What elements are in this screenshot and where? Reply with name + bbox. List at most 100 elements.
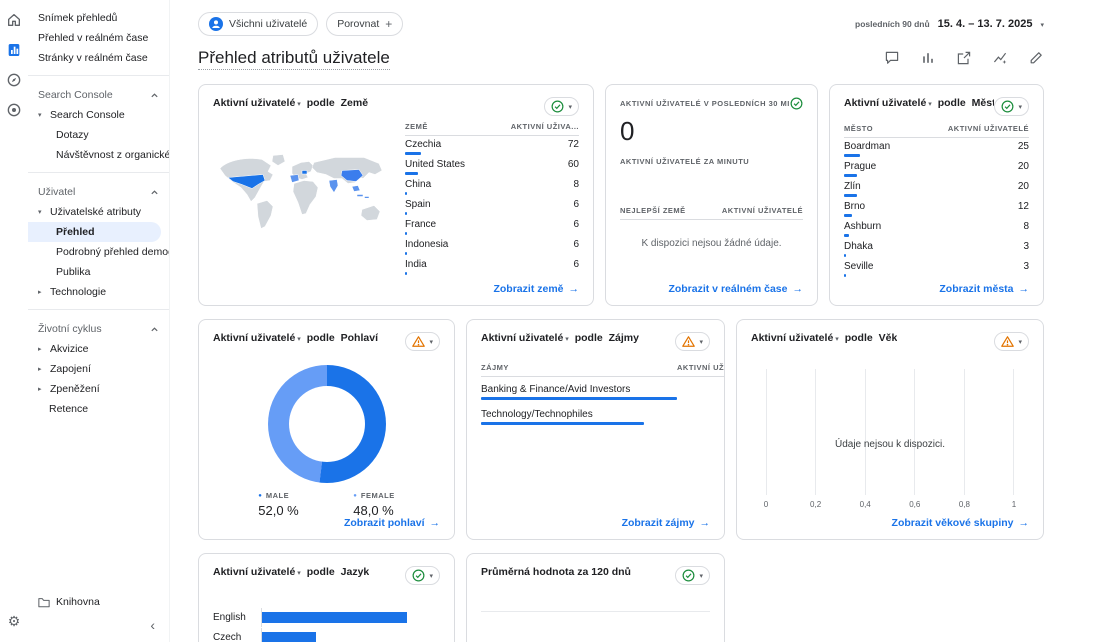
table-row[interactable]: Seville 3 <box>844 258 1029 278</box>
column-header[interactable]: MĚSTO <box>844 124 912 138</box>
sidebar-collapse-button[interactable]: ‹ <box>28 612 169 642</box>
sidebar-item-podrobny-prehled[interactable]: Podrobný přehled demogr... <box>28 242 169 262</box>
sidebar-item-navstevnost-organicka[interactable]: Návštěvnost z organickéh... <box>28 145 169 165</box>
card-title[interactable]: Aktivní uživatelé ▾ podle Pohlaví <box>213 332 378 344</box>
data-quality-dropdown[interactable]: ▾ <box>994 97 1029 116</box>
data-quality-dropdown[interactable]: ▾ <box>405 332 440 351</box>
table-row[interactable]: France 6 <box>405 216 579 236</box>
table-row[interactable]: Dhaka 3 <box>844 238 1029 258</box>
sidebar-item-publika[interactable]: Publika <box>28 262 169 282</box>
view-interests-link[interactable]: Zobrazit zájmy → <box>622 517 710 529</box>
cell-name: Spain <box>405 199 431 210</box>
section-header-search-console[interactable]: Search Console <box>28 85 169 105</box>
column-header[interactable]: AKTIVNÍ UŽIVA... <box>486 122 579 136</box>
sidebar-item-snimek-prehledu[interactable]: Snímek přehledů <box>28 8 169 28</box>
data-quality-indicator[interactable] <box>790 97 803 110</box>
metric-label[interactable]: Aktivní uživatelé <box>844 97 927 109</box>
sidebar-item-stranky-v-realnem-case[interactable]: Stránky v reálném čase <box>28 48 169 68</box>
explore-icon[interactable] <box>6 72 22 88</box>
table-row[interactable]: Technology/Technophiles 10 <box>481 402 724 427</box>
view-gender-link[interactable]: Zobrazit pohlaví → <box>344 517 440 529</box>
metric-label[interactable]: Aktivní uživatelé <box>481 332 564 344</box>
share-icon[interactable] <box>956 50 972 66</box>
metric-label[interactable]: Aktivní uživatelé <box>213 332 296 344</box>
sidebar-item-technologie[interactable]: ▸ Technologie <box>28 282 169 302</box>
view-age-groups-link[interactable]: Zobrazit věkové skupiny → <box>892 517 1029 529</box>
column-header[interactable]: AKTIVNÍ UŽIVATELÉ <box>911 124 1029 138</box>
sidebar-item-uzivatelske-atributy[interactable]: ▾ Uživatelské atributy <box>28 202 169 222</box>
compare-chip[interactable]: Porovnat + <box>326 12 404 36</box>
dimension-label[interactable]: Pohlaví <box>340 332 378 344</box>
cards-row-1: Aktivní uživatelé ▾ podle Země ▾ <box>198 84 1044 306</box>
table-row[interactable]: Boardman 25 <box>844 138 1029 159</box>
sidebar-item-prehled-v-realnem-case[interactable]: Přehled v reálném čase <box>28 28 169 48</box>
sidebar-item-akvizice[interactable]: ▸ Akvizice <box>28 339 169 359</box>
warning-icon <box>412 336 426 347</box>
table-row[interactable]: Banking & Finance/Avid Investors 12 <box>481 377 724 403</box>
sidebar-item-retence[interactable]: Retence <box>28 399 169 419</box>
card-title[interactable]: Aktivní uživatelé ▾ podle Zájmy <box>481 332 639 344</box>
data-quality-dropdown[interactable]: ▾ <box>675 332 710 351</box>
card-title[interactable]: Aktivní uživatelé ▾ podle Věk <box>751 332 898 344</box>
axis-tick: 0,6 <box>909 500 921 509</box>
dimension-label[interactable]: Město <box>971 97 995 109</box>
table-row[interactable]: India 6 <box>405 256 579 276</box>
table-row[interactable]: Indonesia 6 <box>405 236 579 256</box>
all-users-chip[interactable]: Všichni uživatelé <box>198 12 319 36</box>
edit-report-icon[interactable] <box>1028 50 1044 66</box>
dimension-label[interactable]: Zájmy <box>608 332 639 344</box>
date-range-picker[interactable]: posledních 90 dnů 15. 4. – 13. 7. 2025 ▾ <box>855 18 1044 30</box>
customize-report-icon[interactable] <box>920 50 936 66</box>
sidebar-item-zpenezeni[interactable]: ▸ Zpeněžení <box>28 379 169 399</box>
admin-gear-icon[interactable]: ⚙ <box>7 613 21 629</box>
sidebar-item-label: Dotazy <box>56 129 89 141</box>
data-quality-dropdown[interactable]: ▾ <box>675 566 710 585</box>
insights-icon[interactable] <box>992 50 1008 66</box>
table-row[interactable]: Spain 6 <box>405 196 579 216</box>
view-countries-link[interactable]: Zobrazit země → <box>493 283 579 295</box>
table-row[interactable]: Zlín 20 <box>844 178 1029 198</box>
card-title[interactable]: Průměrná hodnota za 120 dnů <box>481 566 631 578</box>
column-header[interactable]: AKTIVNÍ UŽIVATELÉ <box>677 363 724 377</box>
section-header-uzivatel[interactable]: Uživatel <box>28 182 169 202</box>
card-title[interactable]: Aktivní uživatelé ▾ podle Jazyk <box>213 566 370 578</box>
sidebar-item-zapojeni[interactable]: ▸ Zapojení <box>28 359 169 379</box>
feedback-icon[interactable] <box>884 50 900 66</box>
metric-label[interactable]: Průměrná hodnota za 120 dnů <box>481 566 631 578</box>
metric-label[interactable]: Aktivní uživatelé <box>213 566 296 578</box>
table-row[interactable]: Brno 12 <box>844 198 1029 218</box>
table-row[interactable]: United States 60 <box>405 156 579 176</box>
page-title[interactable]: Přehled atributů uživatele <box>198 48 390 70</box>
metric-label[interactable]: Aktivní uživatelé <box>213 97 296 109</box>
table-row[interactable]: China 8 <box>405 176 579 196</box>
data-quality-dropdown[interactable]: ▾ <box>994 332 1029 351</box>
home-icon[interactable] <box>6 12 22 28</box>
sidebar-item-dotazy[interactable]: Dotazy <box>28 125 169 145</box>
sidebar-item-knihovna[interactable]: Knihovna <box>28 592 169 612</box>
sidebar-item-prehled-active[interactable]: Přehled <box>28 222 161 242</box>
view-realtime-link[interactable]: Zobrazit v reálném čase → <box>668 283 803 295</box>
data-quality-dropdown[interactable]: ▾ <box>544 97 579 116</box>
sidebar-item-search-console[interactable]: ▾ Search Console <box>28 105 169 125</box>
reports-icon[interactable] <box>6 42 22 58</box>
cell-name: Indonesia <box>405 239 449 250</box>
data-quality-dropdown[interactable]: ▾ <box>405 566 440 585</box>
metric-label[interactable]: Aktivní uživatelé <box>751 332 834 344</box>
warning-icon <box>1001 336 1015 347</box>
dimension-label[interactable]: Jazyk <box>340 566 370 578</box>
dimension-label[interactable]: Země <box>340 97 369 109</box>
column-header[interactable]: ZEMĚ <box>405 122 487 136</box>
table-row[interactable]: Czechia 72 <box>405 136 579 157</box>
column-header: NEJLEPŠÍ ZEMĚ <box>620 206 686 215</box>
card-title[interactable]: Aktivní uživatelé▾ podle Město <box>844 97 995 109</box>
section-header-zivotni-cyklus[interactable]: Životní cyklus <box>28 319 169 339</box>
table-row[interactable]: Prague 20 <box>844 158 1029 178</box>
advertising-icon[interactable] <box>6 102 22 118</box>
table-row[interactable]: Ashburn 8 <box>844 218 1029 238</box>
view-cities-link[interactable]: Zobrazit města → <box>939 283 1029 295</box>
card-title[interactable]: Aktivní uživatelé ▾ podle Země <box>213 97 369 109</box>
value-bar <box>262 611 407 623</box>
column-header[interactable]: ZÁJMY <box>481 363 677 377</box>
dimension-label[interactable]: Věk <box>878 332 898 344</box>
